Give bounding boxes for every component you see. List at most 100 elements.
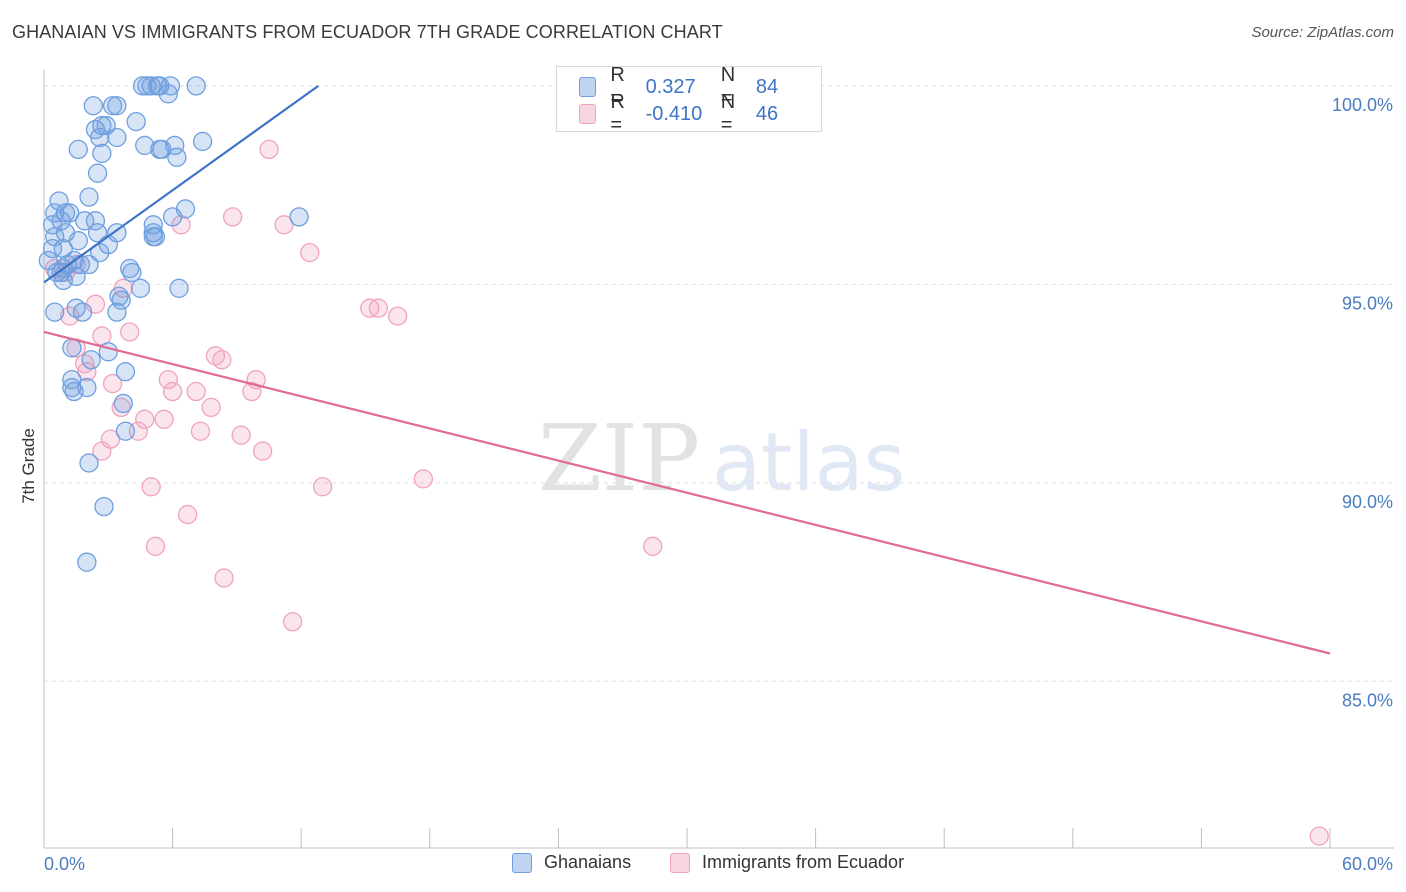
ecuador-point — [387, 306, 408, 326]
ghanaian-point — [87, 163, 108, 183]
ecuador-point — [158, 369, 178, 390]
axes — [43, 70, 1394, 849]
ghanaian-point — [45, 302, 65, 322]
ecuador-point — [141, 477, 161, 497]
ghanaian-points — [38, 76, 309, 572]
ghanaian-point — [107, 96, 127, 116]
legend-r-value: 0.327 — [645, 75, 696, 98]
ghanaian-point — [186, 76, 206, 96]
legend-row-ecuador: R = -0.410 N = 46 — [579, 91, 821, 136]
y-tick-label: 95.0% — [1342, 293, 1393, 313]
ghanaian-point — [145, 227, 166, 247]
ghanaian-point — [132, 76, 153, 96]
legend-swatch-blue — [579, 77, 597, 97]
ghanaian-point — [75, 211, 95, 231]
source-credit: Source: ZipAtlas.com — [1251, 24, 1394, 41]
legend-n-value: 46 — [755, 102, 779, 125]
legend-n-label: N = — [720, 91, 736, 136]
x-tick-label: 60.0% — [1342, 854, 1393, 874]
ghanaian-point — [72, 302, 93, 322]
legend-row-ghanaians: R = 0.327 N = 84 — [579, 64, 821, 109]
ecuador-point — [154, 409, 174, 429]
ecuador-point — [259, 139, 279, 160]
ecuador-point — [66, 338, 86, 358]
ecuador-point — [242, 381, 262, 402]
ghanaian-point — [162, 207, 183, 227]
legend-r-label: R = — [610, 91, 625, 136]
x-tick-label: 0.0% — [44, 854, 85, 874]
ecuador-point — [186, 381, 206, 402]
ghanaian-point — [107, 127, 127, 148]
chart-title: GHANAIAN VS IMMIGRANTS FROM ECUADOR 7TH … — [12, 22, 723, 42]
tick-labels: 85.0% 90.0% 95.0% 100.0% 0.0% 60.0% — [44, 95, 1393, 874]
ghanaian-point — [122, 262, 142, 283]
watermark: ZIP atlas — [538, 405, 906, 512]
ghanaian-point — [192, 131, 213, 152]
ecuador-point — [92, 441, 112, 461]
ecuador-point — [145, 536, 166, 556]
ghanaian-trend-line — [43, 84, 319, 284]
ghanaian-point — [152, 139, 172, 160]
y-tick-label: 90.0% — [1342, 492, 1393, 512]
ecuador-point — [190, 421, 211, 441]
ecuador-point — [135, 409, 155, 429]
ghanaian-point — [115, 421, 136, 441]
ghanaian-point — [158, 84, 178, 104]
ghanaian-point — [45, 203, 65, 223]
ghanaian-point — [96, 115, 116, 136]
legend-label: Immigrants from Ecuador — [702, 852, 905, 872]
ecuador-point — [312, 477, 333, 497]
ecuador-point — [222, 207, 243, 227]
ghanaian-point — [68, 139, 88, 160]
legend-r-value: -0.410 — [645, 102, 703, 125]
legend-swatch-pink — [579, 104, 597, 124]
ghanaian-point — [107, 302, 127, 322]
ecuador-point — [214, 568, 234, 588]
ghanaian-point — [102, 96, 123, 116]
ecuador-point — [282, 612, 303, 632]
ghanaian-point — [115, 362, 136, 382]
ghanaian-point — [53, 238, 73, 259]
ghanaian-point — [77, 552, 97, 572]
ghanaian-point — [42, 238, 63, 259]
ecuador-point — [300, 242, 320, 263]
ghanaian-point — [92, 143, 112, 164]
ecuador-point — [231, 425, 251, 445]
ghanaian-point — [49, 191, 69, 211]
ecuador-point — [120, 322, 140, 342]
ghanaian-point — [113, 393, 133, 414]
ecuador-trend-line — [43, 330, 1331, 655]
legend-item-ecuador[interactable]: Immigrants from Ecuador — [670, 852, 904, 873]
ghanaian-point — [137, 76, 157, 96]
legend-swatch-pink — [670, 852, 690, 873]
ghanaian-point — [111, 290, 131, 310]
ghanaian-point — [94, 496, 114, 517]
trend-lines — [43, 84, 1331, 655]
ghanaian-point — [289, 207, 309, 227]
ghanaian-point — [81, 350, 101, 370]
ghanaian-point — [87, 223, 108, 243]
ecuador-point — [201, 397, 221, 418]
ecuador-point — [1309, 826, 1329, 846]
series-legend: Ghanaians Immigrants from Ecuador — [0, 852, 1406, 876]
ghanaian-point — [147, 76, 168, 96]
ecuador-point — [274, 215, 294, 235]
ghanaian-point — [64, 381, 84, 402]
legend-r-label: R = — [610, 64, 625, 109]
ghanaian-point — [83, 96, 103, 116]
ghanaian-point — [169, 278, 189, 298]
watermark-zip: ZIP — [538, 405, 700, 512]
ghanaian-point — [62, 369, 82, 390]
y-tick-label: 85.0% — [1342, 690, 1393, 710]
legend-n-label: N = — [720, 64, 736, 109]
watermark-atlas: atlas — [712, 416, 905, 509]
ghanaian-point — [90, 127, 110, 148]
legend-n-value: 84 — [755, 75, 779, 98]
ghanaian-point — [79, 187, 99, 207]
ecuador-point — [252, 441, 273, 461]
legend-item-ghanaians[interactable]: Ghanaians — [512, 852, 631, 873]
stats-legend: R = 0.327 N = 84 R = -0.410 N = 46 — [556, 64, 822, 136]
ghanaian-point — [126, 111, 146, 132]
ghanaian-point — [53, 270, 73, 291]
